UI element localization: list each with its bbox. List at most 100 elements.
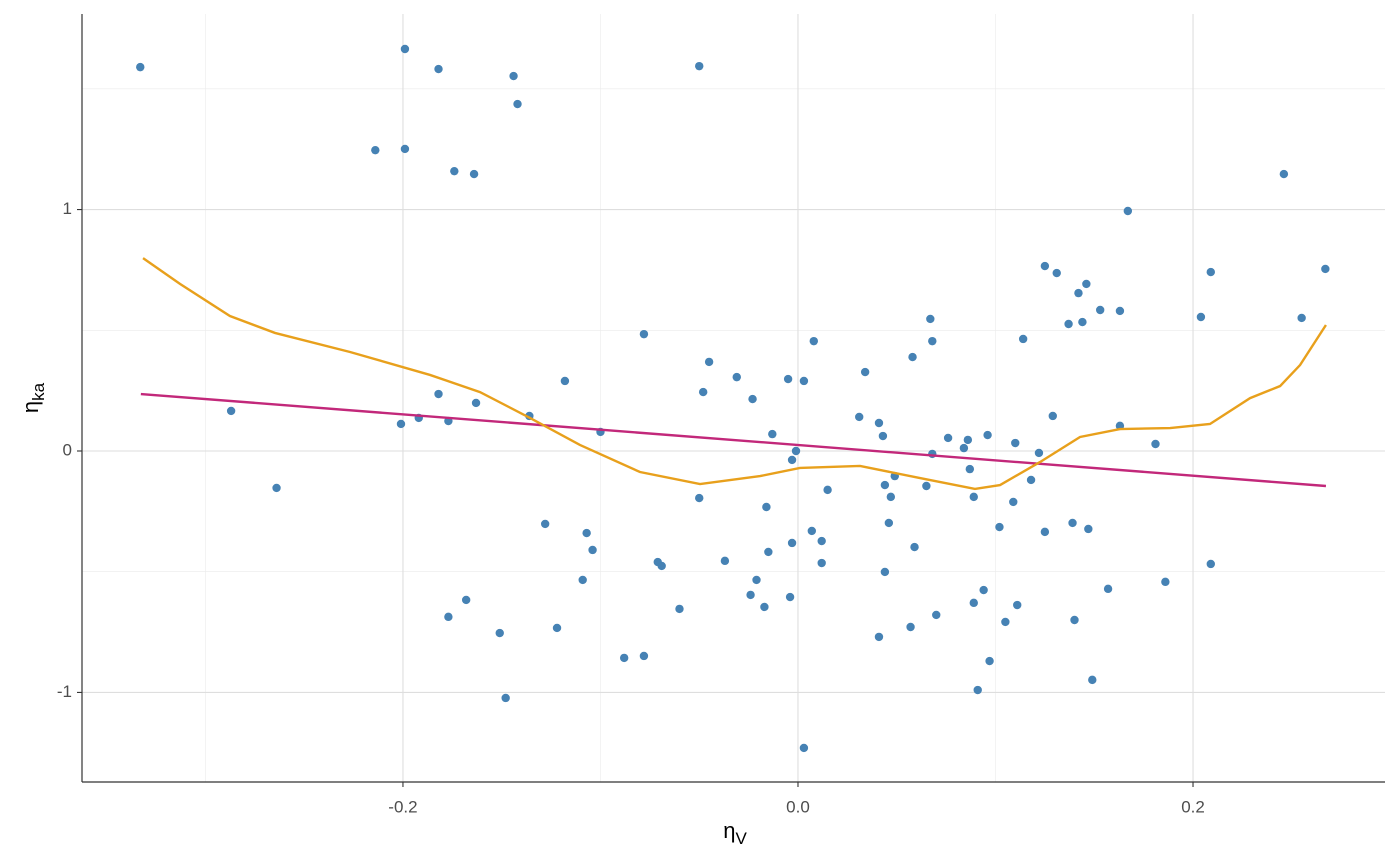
point [880,480,890,490]
point [787,538,797,548]
point [732,372,741,382]
point [932,610,941,620]
point [1068,518,1077,528]
y-tick-label: -1 [57,682,72,701]
point [768,429,777,439]
point [1115,306,1125,316]
point [1034,448,1044,458]
point [1064,319,1073,329]
point [860,367,870,377]
point [400,44,410,54]
point [995,522,1004,532]
point [471,398,481,408]
point [1084,524,1093,534]
y-axis-title: ηka [18,382,48,413]
point [1040,527,1050,537]
point [444,612,453,622]
point [272,483,281,493]
point [785,592,795,602]
x-tick-label: 0.0 [786,797,810,816]
point [748,394,757,404]
point [695,493,704,503]
point [985,656,994,666]
point [1018,334,1028,344]
point [799,743,809,753]
point [495,628,504,638]
point [1095,305,1105,315]
point [657,561,666,571]
point [760,602,769,612]
point [762,502,771,512]
point [695,61,704,71]
y-tick-label: 1 [63,199,72,218]
point [969,492,978,502]
point [1026,475,1036,485]
x-axis-title-main: η [723,818,735,843]
point [791,446,801,456]
point [720,556,730,566]
point [639,329,649,339]
point [1088,675,1097,685]
x-axis-title-sub: V [735,829,747,848]
y-axis-title-sub: ka [29,382,48,401]
line [140,392,1327,488]
point [1196,312,1206,322]
point [746,590,755,600]
y-axis-title-main: η [18,401,43,413]
point [450,166,459,176]
point [817,558,826,568]
point [878,431,888,441]
point [461,595,471,605]
point [764,547,773,557]
point [799,376,809,386]
point [578,575,587,585]
point [1013,600,1022,610]
point [823,485,832,495]
point [588,545,597,555]
point [1103,584,1113,594]
x-tick-label: -0.2 [388,797,417,816]
point [874,632,884,642]
point [501,693,510,703]
point [979,585,988,595]
point [1052,268,1061,278]
point [1048,411,1057,421]
point [926,314,935,324]
point [1001,617,1010,627]
point [922,481,931,491]
point [400,144,410,154]
point [582,528,591,538]
point [1321,264,1330,274]
point [1074,288,1083,298]
point [560,376,570,386]
point [963,435,973,445]
point [226,406,236,416]
point [752,575,761,585]
x-axis-title: ηV [723,818,747,848]
point [1206,267,1215,277]
point [1078,317,1087,327]
point [540,519,550,529]
point [396,419,406,429]
line [142,257,1327,491]
point [910,542,919,552]
point [1040,261,1050,271]
point [969,598,978,608]
point [1279,169,1289,179]
point [513,99,522,109]
point [434,64,443,74]
x-tick-label: 0.2 [1181,797,1205,816]
point [371,145,380,155]
point [1011,438,1020,448]
point [509,71,518,81]
point [704,357,714,367]
y-tick-label: 0 [63,440,72,459]
point [434,389,443,399]
point [965,464,975,474]
point [787,455,797,465]
point [1070,615,1079,625]
point [1161,577,1170,587]
point [783,374,793,384]
